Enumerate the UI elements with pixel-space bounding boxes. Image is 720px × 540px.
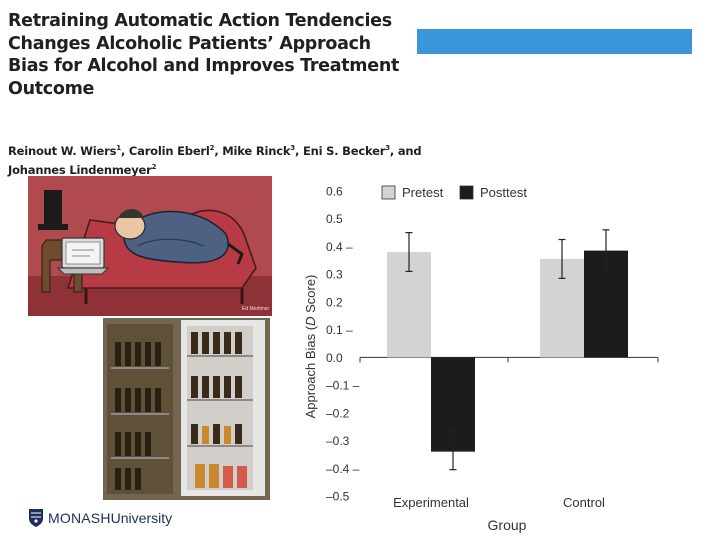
author-name: Johannes Lindenmeyer [8,162,152,177]
y-tick-label: 0.4 – [326,240,353,254]
legend-label-pretest: Pretest [402,185,444,200]
author-name: Mike Rinck [222,143,291,158]
logo-text-regular: University [110,510,173,526]
legend-swatch-pretest [381,185,396,200]
author-affiliation: 3 [385,144,390,152]
author-affiliation: 3 [290,144,295,152]
legend-swatch-posttest [459,185,474,200]
y-tick-label: –0.3 [326,434,350,448]
author-separator: , [214,143,223,158]
author-affiliation: 1 [116,144,121,152]
monash-crest-icon [29,509,43,527]
paper-title: Retraining Automatic Action Tendencies C… [8,11,400,99]
x-axis-label: Group [488,517,527,533]
y-tick-label: –0.4 – [326,462,360,476]
author-separator: , [294,143,303,158]
x-category-label: Experimental [393,495,469,510]
author-separator: , [120,143,129,158]
fridge-photo [103,318,270,500]
author-separator: , and [389,143,422,158]
y-tick-label: –0.1 – [326,379,360,393]
y-tick-label: –0.5 [326,490,350,504]
author-affiliation: 2 [151,162,157,171]
x-category-label: Control [563,495,605,510]
author-name: Eni S. Becker [302,143,386,158]
author-affiliation: 2 [209,144,215,152]
cartoon-illustration: Ed Mortimer [28,176,272,316]
author-name: Reinout W. Wiers [8,143,117,158]
y-tick-label: 0.2 [326,295,343,309]
y-tick-label: 0.3 [326,268,343,282]
accent-bar [417,29,692,54]
y-axis-label: Approach Bias (D Score) [303,275,318,419]
approach-bias-chart: 0.6 0.5 0.4 – 0.3 0.2 0.1 – 0.0 –0.1 – –0.2 –0.3 –… [303,185,659,533]
legend-label-posttest: Posttest [480,185,527,200]
y-tick-label: –0.2 [326,406,350,420]
y-tick-label: 0.1 – [326,323,353,337]
y-tick-label: 0.0 [326,351,343,365]
author-list: Reinout W. Wiers1, Carolin Eberl2, Mike … [8,140,448,178]
y-tick-label: 0.6 [326,185,343,199]
y-tick-label: 0.5 [326,212,343,226]
cartoon-signature: Ed Mortimer [242,306,270,312]
author-name: Carolin Eberl [128,143,210,158]
logo-text-bold: MONASH [48,510,111,526]
monash-logo: MONASH University [28,506,172,530]
